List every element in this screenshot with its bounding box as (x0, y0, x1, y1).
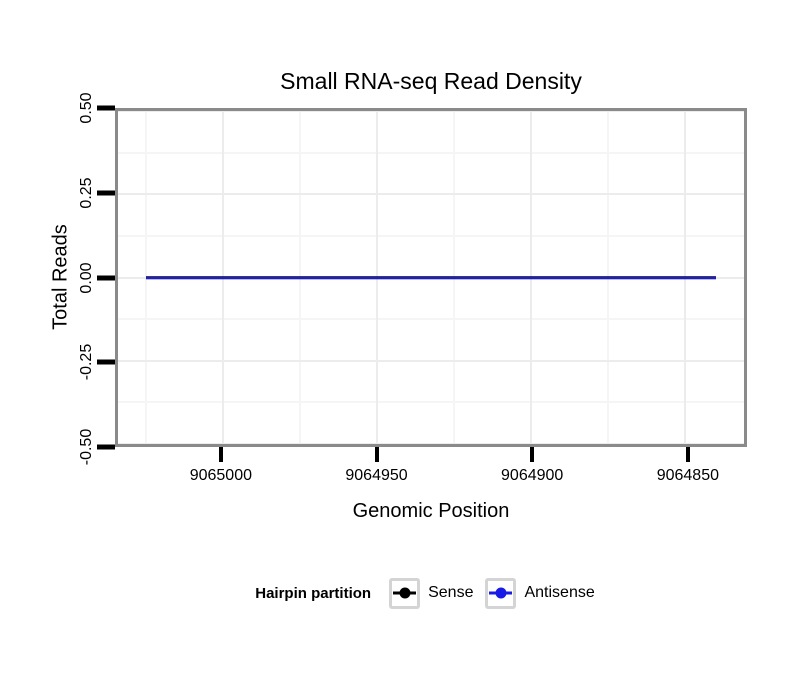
legend-key (389, 577, 421, 609)
y-gridline-major (118, 443, 744, 444)
legend-item: Sense (389, 577, 474, 609)
x-tick (374, 447, 379, 462)
x-tick (530, 447, 535, 462)
y-gridline-minor (118, 234, 744, 237)
x-tick-label: 9064950 (345, 467, 408, 484)
legend-key-point-icon (399, 587, 411, 599)
legend-key-point-icon (495, 587, 507, 599)
y-tick (97, 359, 115, 365)
legend-item-label: Sense (428, 584, 474, 601)
y-tick-label: 0.00 (78, 261, 95, 294)
y-gridline-major (118, 359, 744, 362)
chart-title: Small RNA-seq Read Density (280, 68, 582, 94)
y-gridline-major (118, 193, 744, 196)
legend-items: Sense Antisense (389, 577, 607, 609)
y-tick (97, 444, 115, 450)
y-tick-label: -0.50 (78, 428, 95, 466)
x-axis: 9065000 9064950 9064900 9064850 (115, 447, 747, 495)
y-gridline-minor (118, 151, 744, 154)
legend-key (485, 577, 517, 609)
x-tick-label: 9065000 (189, 467, 252, 484)
legend-title: Hairpin partition (255, 584, 372, 602)
x-tick (218, 447, 223, 462)
x-tick-label: 9064900 (501, 467, 564, 484)
y-axis-ticks (97, 105, 115, 450)
x-axis-title: Genomic Position (352, 500, 510, 522)
legend-item-label: Antisense (524, 584, 595, 601)
y-tick-label: 0.25 (78, 177, 95, 209)
x-tick-label: 9064850 (656, 467, 719, 484)
y-tick (97, 105, 115, 111)
y-gridline-major (118, 111, 744, 112)
y-axis-title: Total Reads (49, 224, 72, 330)
series-line-antisense (145, 276, 717, 279)
y-tick (97, 275, 115, 280)
legend-item: Antisense (485, 577, 595, 609)
y-gridline-minor (118, 401, 744, 404)
y-tick (97, 190, 115, 196)
plot-panel (115, 108, 747, 447)
legend: Hairpin partition Sense Antisense (115, 575, 747, 611)
y-tick-label: -0.25 (78, 344, 95, 381)
y-gridline-minor (118, 318, 744, 321)
x-tick (685, 447, 690, 462)
y-tick-label: 0.50 (78, 92, 95, 124)
y-axis-tick-labels: 0.50 0.25 0.00 -0.25 -0.50 (78, 92, 96, 465)
